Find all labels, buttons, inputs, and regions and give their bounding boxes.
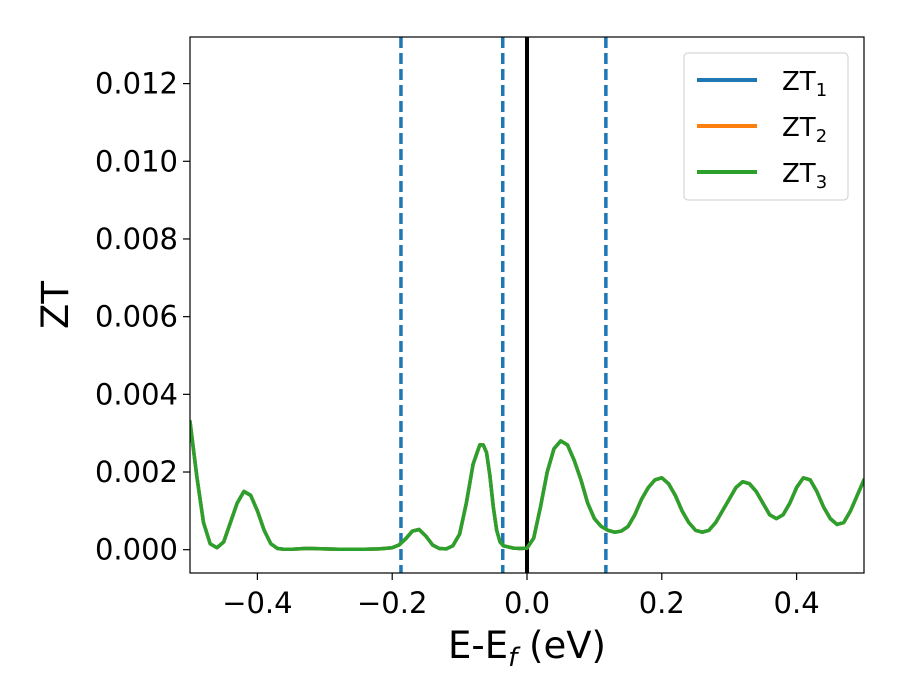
legend-label-zt1: ZT1 (782, 67, 827, 101)
legend: ZT1 ZT2 ZT3 (683, 52, 849, 201)
y-axis-ticks: 0.000 0.002 0.004 0.006 0.008 0.010 0.012 (95, 67, 190, 567)
x-tick-label: 0.0 (504, 586, 550, 620)
legend-box (683, 52, 849, 201)
series-lines (190, 419, 864, 552)
x-tick-label: 0.2 (639, 586, 685, 620)
x-axis-ticks: −0.4 −0.2 0.0 0.2 0.4 (222, 573, 820, 620)
y-tick-label: 0.004 (95, 377, 178, 411)
y-tick-label: 0.000 (95, 533, 178, 567)
x-tick-label: −0.4 (222, 586, 292, 620)
y-tick-label: 0.008 (95, 222, 178, 256)
y-tick-label: 0.006 (95, 300, 178, 334)
x-tick-label: 0.4 (774, 586, 820, 620)
x-axis-label-unit: (eV) (517, 624, 606, 667)
y-tick-label: 0.012 (95, 67, 178, 101)
y-axis-label: ZT (34, 281, 77, 329)
series-line-zt3 (190, 419, 864, 552)
legend-label-zt3: ZT3 (782, 159, 827, 193)
reference-lines (399, 37, 608, 573)
x-tick-label: −0.2 (357, 586, 427, 620)
y-tick-label: 0.002 (95, 455, 178, 489)
legend-label-zt2: ZT2 (782, 113, 827, 147)
x-axis-label: E-Ef (eV) (448, 624, 606, 673)
y-tick-label: 0.010 (95, 144, 178, 178)
